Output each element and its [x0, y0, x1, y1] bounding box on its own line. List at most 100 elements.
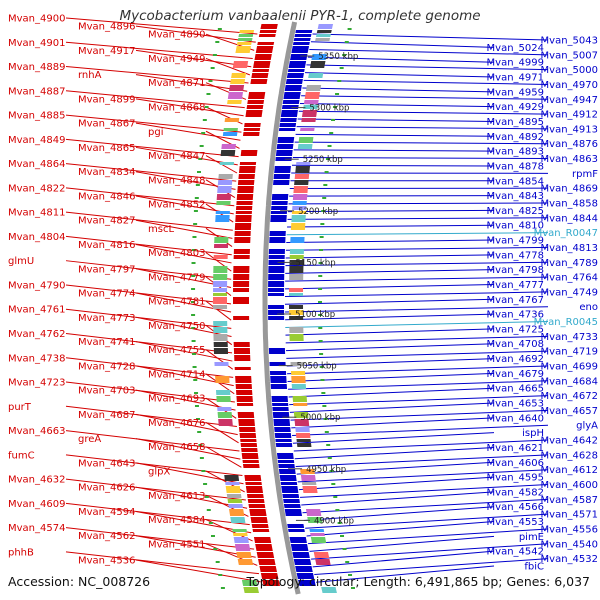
left-gene-label: Mvan_4676	[148, 418, 205, 429]
forward-gene	[236, 194, 254, 200]
forward-gene	[245, 482, 262, 485]
cog-forward-bar	[213, 266, 228, 273]
reverse-gene	[271, 206, 288, 210]
outer-tick	[197, 431, 202, 433]
cog-reverse-bar	[289, 316, 304, 320]
accession-label: Accession:	[8, 574, 75, 589]
right-gene-label: eno	[579, 302, 598, 313]
cog-reverse-bar	[303, 100, 319, 104]
right-label-connector	[301, 491, 495, 506]
cog-forward-bar	[237, 38, 253, 41]
inner-tick	[321, 392, 326, 394]
inner-tick	[319, 249, 324, 251]
right-gene-label: Mvan_4892	[487, 132, 544, 143]
right-gene-label: Mvan_R0045	[534, 317, 598, 328]
reverse-gene	[287, 69, 305, 72]
left-gene-label: Mvan_4728	[78, 361, 135, 372]
left-gene-label: Mvan_4773	[78, 313, 135, 324]
left-gene-label: Mvan_4901	[8, 38, 65, 49]
reverse-gene	[295, 30, 313, 33]
right-gene-label: Mvan_4640	[487, 413, 544, 424]
right-label-connector	[288, 387, 495, 398]
right-label-connector	[285, 269, 495, 274]
reverse-gene	[279, 475, 297, 481]
backbone-ring	[262, 21, 301, 595]
inner-tick	[318, 262, 323, 264]
left-gene-label: Mvan_4738	[8, 353, 65, 364]
left-label-connector	[135, 438, 241, 460]
outer-tick	[206, 93, 211, 95]
cog-reverse-bar	[289, 310, 304, 315]
right-label-connector	[285, 306, 549, 313]
right-label-connector	[285, 343, 495, 352]
cog-reverse-bar	[289, 274, 304, 280]
reverse-gene	[273, 174, 291, 179]
left-gene-label: Mvan_4834	[78, 167, 135, 178]
forward-gene	[246, 494, 264, 498]
right-label-connector	[298, 476, 495, 491]
right-gene-label: Mvan_4719	[541, 347, 598, 358]
right-gene-label: Mvan_4869	[541, 184, 598, 195]
right-gene-label: Mvan_4912	[541, 110, 598, 121]
left-label-connector	[65, 527, 255, 550]
inner-tick	[331, 119, 336, 121]
cog-forward-bar	[219, 162, 235, 165]
forward-gene	[233, 288, 250, 292]
left-gene-label: Mvan_4889	[8, 62, 65, 73]
cog-forward-bar	[213, 305, 228, 309]
right-gene-label: Mvan_4799	[487, 236, 544, 247]
reverse-gene	[270, 384, 288, 389]
left-gene-label: greA	[78, 434, 101, 445]
left-gene-label: Mvan_4536	[78, 556, 135, 567]
outer-tick	[202, 119, 207, 121]
right-label-connector	[285, 321, 549, 328]
right-label-connector	[285, 328, 495, 336]
outer-tick	[198, 158, 203, 160]
right-gene-label: Mvan_4621	[487, 443, 544, 454]
right-gene-label: Mvan_4764	[541, 273, 598, 284]
cog-reverse-bar	[315, 559, 331, 565]
right-gene-label: fbiC	[524, 562, 544, 573]
cog-forward-bar	[213, 297, 228, 304]
right-label-connector	[291, 164, 495, 167]
left-gene-label: Mvan_4755	[148, 345, 205, 356]
feature-tracks	[213, 24, 337, 593]
right-gene-label: Mvan_4876	[541, 139, 598, 150]
inner-tick	[318, 314, 323, 316]
right-label-connector	[290, 409, 549, 421]
outer-tick	[204, 496, 209, 498]
forward-gene	[235, 376, 252, 383]
cog-forward-bar	[225, 482, 240, 485]
right-label-connector	[297, 469, 549, 483]
right-label-connector	[292, 432, 495, 444]
cog-reverse-bar	[292, 396, 308, 402]
inner-tick	[342, 54, 347, 56]
left-gene-label: pgi	[148, 127, 163, 138]
cog-forward-bar	[214, 237, 229, 243]
right-label-connector	[307, 56, 495, 63]
right-gene-label: Mvan_4999	[487, 58, 544, 69]
cog-reverse-bar	[289, 327, 304, 333]
left-gene-label: Mvan_4750	[148, 321, 205, 332]
reverse-gene	[274, 427, 291, 432]
reverse-gene	[276, 144, 294, 149]
outer-tick	[201, 132, 206, 134]
reverse-gene	[289, 537, 307, 543]
right-gene-label: Mvan_4708	[487, 339, 544, 350]
reverse-gene	[272, 403, 289, 406]
outer-tick	[196, 418, 201, 420]
cog-reverse-bar	[292, 201, 307, 205]
forward-gene	[235, 390, 253, 395]
cog-forward-bar	[221, 144, 236, 149]
left-label-connector	[205, 57, 251, 76]
cog-forward-bar	[238, 34, 254, 37]
cog-reverse-bar	[298, 137, 314, 143]
left-gene-label: Mvan_4847	[148, 151, 205, 162]
left-gene-label: Mvan_4609	[8, 499, 65, 510]
reverse-gene	[277, 137, 295, 143]
left-gene-label: mscL	[148, 224, 174, 235]
reverse-gene	[285, 79, 303, 84]
left-gene-label: rnhA	[78, 70, 102, 81]
cog-forward-bar	[229, 85, 245, 91]
cog-forward-bar	[216, 194, 232, 200]
